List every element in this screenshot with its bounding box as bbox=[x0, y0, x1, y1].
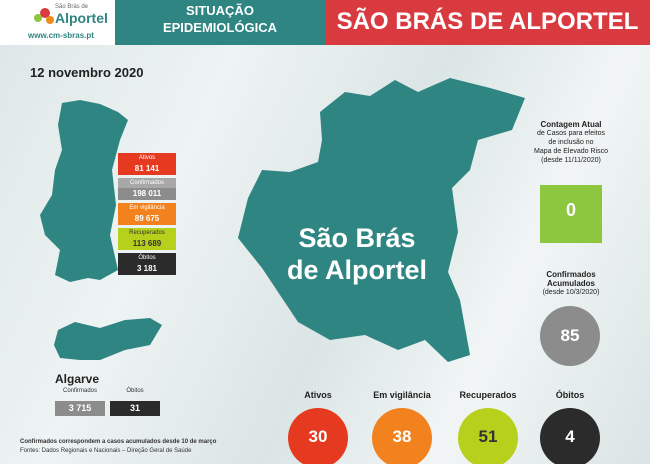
footnote: Fontes: Dados Regionais e Nacionais – Di… bbox=[20, 448, 192, 454]
title: SITUAÇÃO EPIDEMIOLÓGICA bbox=[130, 2, 310, 36]
local-label: Recuperados bbox=[459, 390, 517, 400]
logo-icon bbox=[40, 8, 50, 18]
stat-label: Ativos bbox=[118, 153, 176, 163]
portugal-stats: Ativos 81 141 Confirmados 198 011 Em vigilân… bbox=[118, 153, 176, 275]
risk-line: (desde 11/11/2020) bbox=[541, 157, 601, 164]
stat-label: Em vigilância bbox=[118, 203, 176, 213]
accumulated-label: Confirmados Acumulados (desde 10/3/2020) bbox=[510, 270, 632, 297]
logo-bg bbox=[0, 0, 115, 45]
map-label: São Brás de Alportel bbox=[262, 222, 452, 286]
accumulated-line: Acumulados bbox=[546, 279, 595, 288]
column-label: Confirmados bbox=[62, 388, 97, 394]
risk-line: de inclusão no bbox=[548, 139, 594, 146]
logo-url: www.cm-sbras.pt bbox=[28, 31, 94, 40]
footnote: Confirmados correspondem a casos acumula… bbox=[20, 439, 217, 445]
banner-bg bbox=[325, 0, 650, 45]
local-value: 38 bbox=[392, 427, 412, 446]
risk-label: Contagem Atual de Casos para efeitos de in… bbox=[510, 120, 632, 165]
portugal-map bbox=[40, 100, 128, 282]
map-label-line: São Brás bbox=[298, 223, 416, 253]
risk-line: de Casos para efeitos bbox=[536, 130, 606, 137]
title-line: EPIDEMIOLÓGICA bbox=[162, 20, 278, 35]
column-value: 31 bbox=[110, 401, 160, 416]
algarve-title: Algarve bbox=[55, 372, 100, 386]
risk-line: Contagem Atual bbox=[540, 120, 602, 129]
local-value: 30 bbox=[308, 427, 328, 446]
circle bbox=[458, 408, 518, 464]
stat-value: 198 011 bbox=[118, 188, 176, 200]
logo-icon bbox=[46, 16, 54, 24]
accumulated-line: Confirmados bbox=[546, 270, 596, 279]
footnotes: Confirmados correspondem a casos acumula… bbox=[20, 438, 216, 456]
circle bbox=[540, 408, 600, 464]
column-value: 3 715 bbox=[55, 401, 105, 416]
title-line: SITUAÇÃO bbox=[186, 3, 254, 18]
stat-label: Confirmados bbox=[118, 178, 176, 188]
stat-value: 113 689 bbox=[118, 238, 176, 250]
algarve-map bbox=[54, 318, 162, 360]
accumulated-circle bbox=[540, 306, 600, 366]
banner: SÃO BRÁS DE ALPORTEL bbox=[336, 8, 639, 35]
accumulated-line: (desde 10/3/2020) bbox=[542, 289, 600, 296]
municipality-map bbox=[238, 78, 525, 362]
stat-value: 81 141 bbox=[118, 163, 176, 175]
stat-label: Recuperados bbox=[118, 228, 176, 238]
logo-small: São Brás de bbox=[55, 4, 89, 10]
stat-value: 89 675 bbox=[118, 213, 176, 225]
circle bbox=[288, 408, 348, 464]
stat-label: Óbitos bbox=[118, 253, 176, 263]
date: 12 novembro 2020 bbox=[30, 65, 144, 80]
stat-value: 3 181 bbox=[118, 263, 176, 275]
risk-box bbox=[540, 185, 602, 243]
local-label: Em vigilância bbox=[373, 390, 431, 400]
logo-name: Alportel bbox=[55, 10, 108, 26]
column-label: Óbitos bbox=[126, 388, 144, 394]
logo-icon bbox=[34, 14, 42, 22]
map-label-line: de Alportel bbox=[286, 255, 427, 285]
local-label: Ativos bbox=[304, 390, 332, 400]
local-value: 51 bbox=[478, 427, 498, 446]
circle bbox=[372, 408, 432, 464]
local-label: Óbitos bbox=[555, 390, 585, 400]
local-value: 4 bbox=[565, 427, 575, 446]
risk-line: Mapa de Elevado Risco bbox=[534, 148, 608, 155]
accumulated-value: 85 bbox=[560, 326, 580, 345]
risk-value: 0 bbox=[565, 200, 576, 220]
